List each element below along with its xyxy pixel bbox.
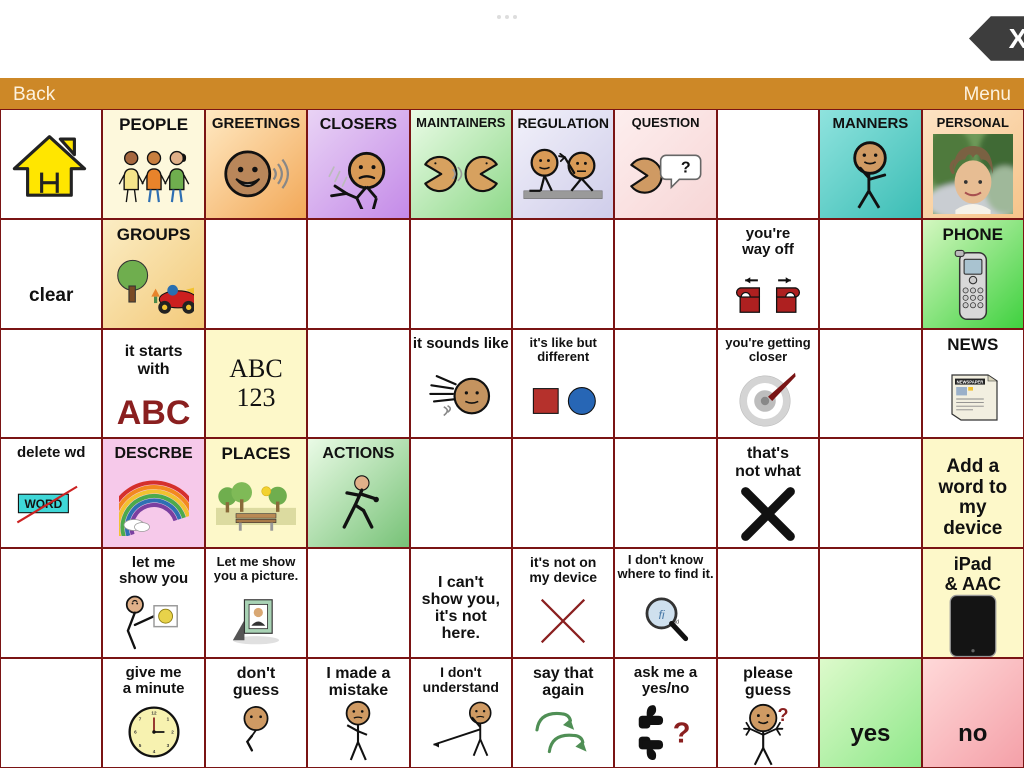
svg-text:4: 4 <box>152 749 155 754</box>
svg-text:12: 12 <box>151 711 157 716</box>
svg-text:?: ? <box>777 705 788 725</box>
svg-text:7: 7 <box>138 716 141 721</box>
svg-text:?: ? <box>680 159 690 176</box>
svg-text:NEWSPAPER: NEWSPAPER <box>956 379 983 384</box>
svg-text:?: ? <box>672 718 690 750</box>
svg-text:1: 1 <box>166 716 169 721</box>
svg-text:2: 2 <box>171 730 174 735</box>
svg-text:6: 6 <box>134 730 137 735</box>
svg-text:5: 5 <box>138 743 141 748</box>
svg-text:3: 3 <box>166 743 169 748</box>
